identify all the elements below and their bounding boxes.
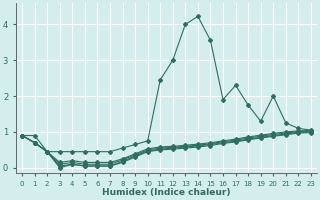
X-axis label: Humidex (Indice chaleur): Humidex (Indice chaleur) <box>102 188 231 197</box>
